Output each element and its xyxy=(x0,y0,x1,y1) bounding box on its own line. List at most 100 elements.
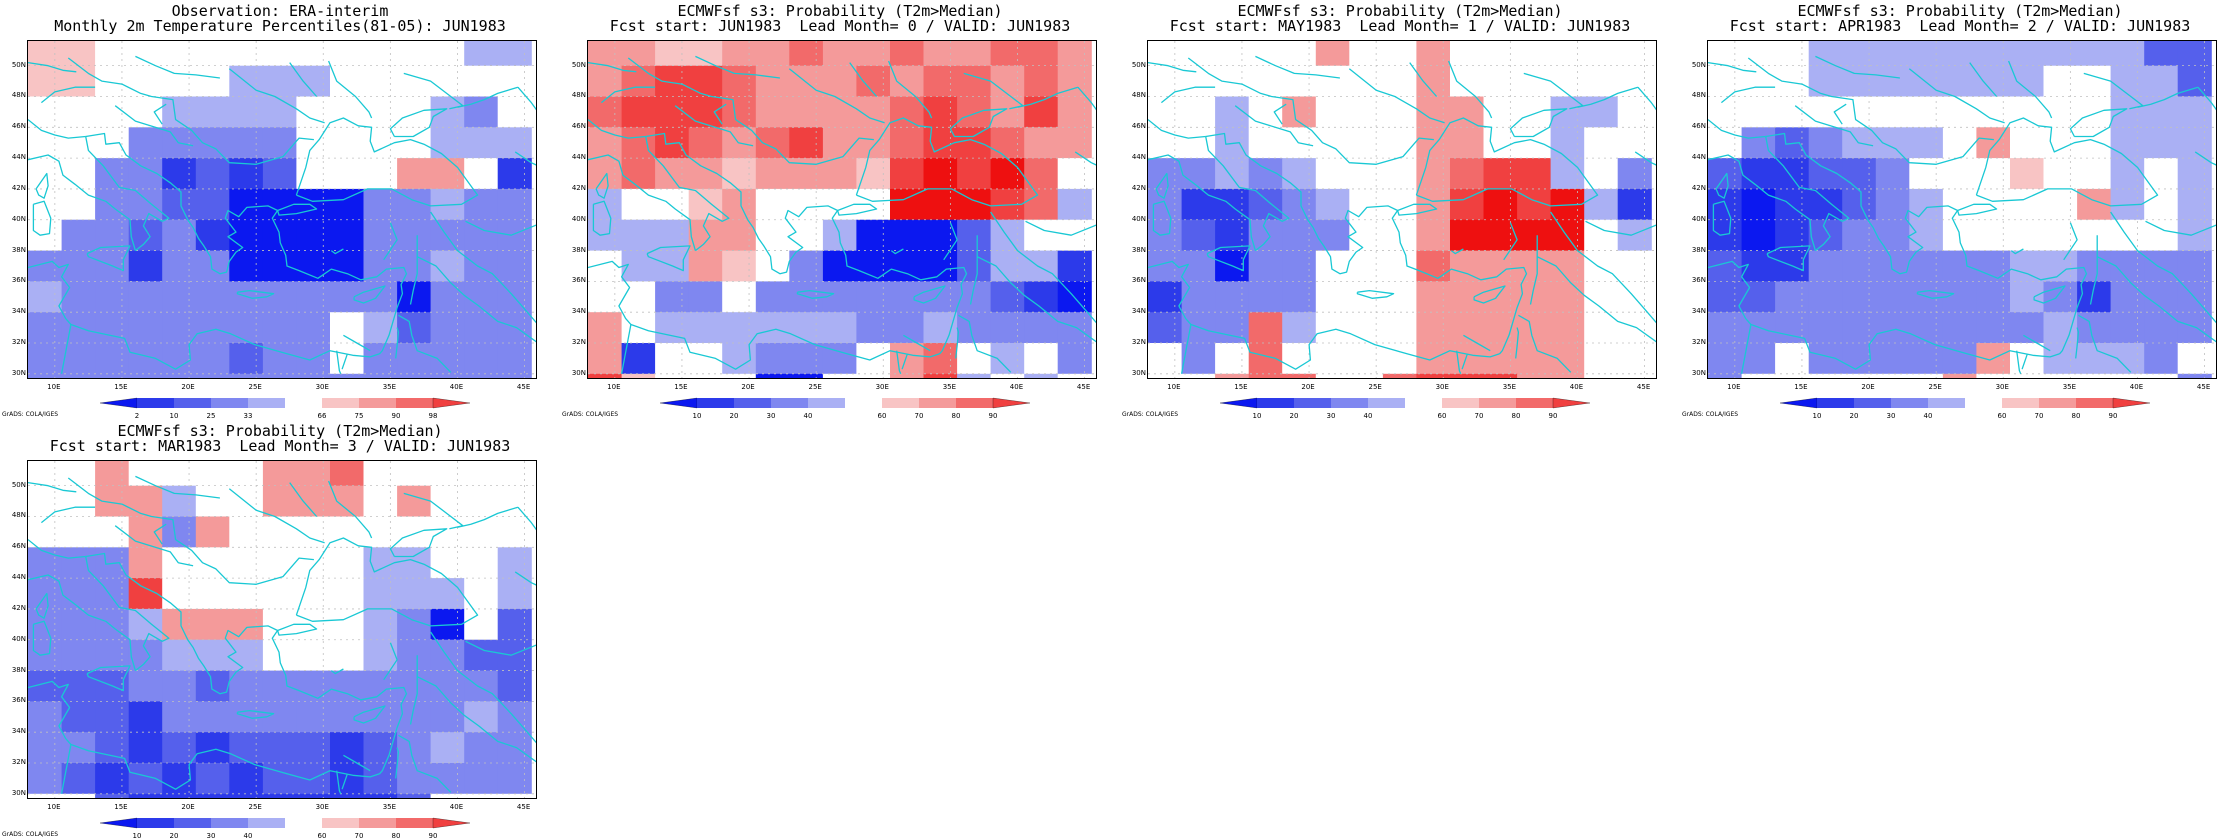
lon-tick-label: 10E xyxy=(1727,383,1741,391)
coastline xyxy=(796,289,835,299)
grid-cell xyxy=(588,312,623,344)
grid-cell xyxy=(464,639,499,671)
coastline xyxy=(645,132,968,355)
colorbar-segment xyxy=(285,818,322,828)
lon-tick-label: 15E xyxy=(114,803,128,811)
grid-cell xyxy=(2043,281,2078,313)
grid-cell xyxy=(229,96,264,128)
lon-tick-label: 45E xyxy=(1636,383,1651,391)
grid-cell xyxy=(397,516,432,548)
grid-cell xyxy=(128,65,163,97)
grid-cell xyxy=(1248,373,1283,378)
grid-cell xyxy=(890,127,925,159)
grid-cell xyxy=(61,343,96,375)
grid-cell xyxy=(1148,343,1183,375)
grid-cell xyxy=(497,547,532,579)
lon-tick-label: 30E xyxy=(315,383,329,391)
lat-tick-label: 50N xyxy=(571,60,586,69)
colorbar-label: 90 xyxy=(988,412,998,420)
grid-cell xyxy=(1976,373,2011,378)
lon-tick-label: 30E xyxy=(1435,383,1449,391)
grid-cell xyxy=(822,127,857,159)
lon-tick-label: 40E xyxy=(449,383,464,391)
grid-cell xyxy=(363,250,398,282)
grid-cell xyxy=(1842,250,1877,282)
grid-cell xyxy=(2010,41,2045,67)
map-canvas xyxy=(588,41,1096,378)
colorbar-label: 10 xyxy=(1812,412,1822,420)
grid-cell xyxy=(1808,312,1843,344)
grid-cell xyxy=(28,793,63,798)
grid-cell xyxy=(1875,312,1910,344)
grid-cell xyxy=(789,250,824,282)
grid-cell xyxy=(1909,65,1944,97)
grid-cell xyxy=(195,250,230,282)
grid-cell xyxy=(1349,343,1384,375)
grid-cell xyxy=(330,219,365,251)
grid-cell xyxy=(497,188,532,221)
coastline xyxy=(1712,200,1732,236)
grid-cell xyxy=(229,219,264,251)
coastline xyxy=(330,248,344,255)
grid-cell xyxy=(61,158,96,190)
grid-cell xyxy=(497,96,532,128)
grid-cell xyxy=(789,373,824,378)
grid-cell xyxy=(1584,65,1619,97)
lon-tick-label: 35E xyxy=(1502,383,1517,391)
grid-cell xyxy=(229,41,264,67)
grid-cell xyxy=(1584,96,1619,128)
grid-cell xyxy=(2010,127,2045,159)
grid-cell xyxy=(1057,158,1092,190)
grid-cell xyxy=(1942,250,1977,282)
grid-cell xyxy=(1775,281,1810,313)
grid-cell xyxy=(1024,127,1059,159)
grid-cell xyxy=(128,793,163,798)
grid-cell xyxy=(1148,41,1183,67)
grid-cell xyxy=(430,281,465,313)
grid-cell xyxy=(464,188,499,221)
grid-cell xyxy=(957,219,992,251)
grid-cell xyxy=(2043,188,2078,221)
grid-cell xyxy=(957,373,992,378)
colorbar-label: 40 xyxy=(243,832,253,840)
colorbar-segment xyxy=(992,397,1030,409)
coastline xyxy=(28,539,86,559)
grid-cell xyxy=(1517,41,1552,67)
coastline xyxy=(2075,327,2080,359)
colorbar-segment xyxy=(1516,398,1553,408)
grid-cell xyxy=(722,373,757,378)
grid-cell xyxy=(688,96,723,128)
map-canvas xyxy=(28,41,536,378)
grid-cell xyxy=(128,41,163,67)
grid-cell xyxy=(1875,281,1910,313)
grid-cell xyxy=(621,219,656,251)
grid-cell xyxy=(755,281,790,313)
grid-cell xyxy=(1382,312,1417,344)
panel-lead1: ECMWFsf s3: Probability (T2m>Median) Fcs… xyxy=(1120,0,1680,420)
coastline xyxy=(1969,62,1998,97)
grid-cell xyxy=(1708,158,1743,190)
lat-tick-label: 36N xyxy=(1691,276,1706,285)
grid-cell xyxy=(923,281,958,313)
panel-lead0: ECMWFsf s3: Probability (T2m>Median) Fcs… xyxy=(560,0,1120,420)
colorbar-label: 80 xyxy=(391,832,401,840)
grid-cell xyxy=(1382,158,1417,190)
grid-cell xyxy=(1942,96,1977,128)
colorbar-segment xyxy=(1854,398,1891,408)
coastline xyxy=(389,528,448,558)
grid-cell xyxy=(61,793,96,798)
grid-cell xyxy=(2010,65,2045,97)
coastline xyxy=(289,482,318,517)
colorbar-label: 30 xyxy=(766,412,776,420)
coastline xyxy=(903,334,931,352)
grid-cell xyxy=(789,127,824,159)
coastline xyxy=(588,61,637,73)
coastline xyxy=(976,256,1096,343)
grid-cell xyxy=(722,281,757,313)
grid-cell xyxy=(1450,96,1485,128)
grid-cell xyxy=(195,373,230,378)
coastline xyxy=(327,480,373,539)
coastline xyxy=(67,57,314,165)
grid-cell xyxy=(28,547,63,579)
grid-cell xyxy=(430,127,465,159)
